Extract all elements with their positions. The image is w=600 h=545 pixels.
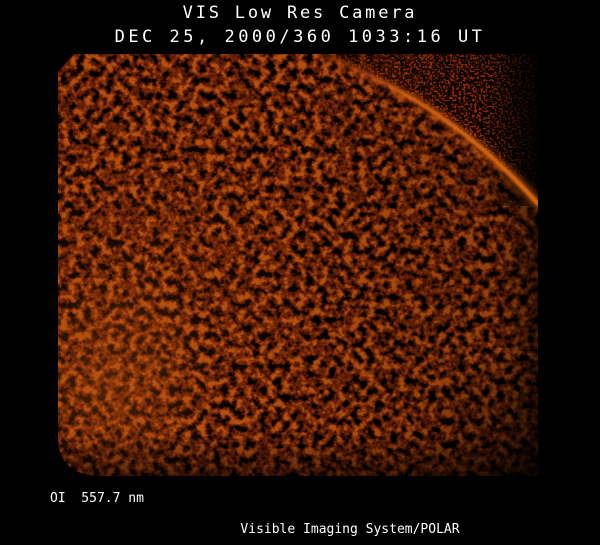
bottom-right-corner-fade — [400, 360, 538, 476]
credit-block: Visible Imaging System/POLAR The Univers… — [220, 491, 480, 545]
wavelength-label: OI 557.7 nm — [50, 491, 144, 506]
credit-line-system: Visible Imaging System/POLAR — [240, 522, 460, 537]
limb-arc-core — [388, 85, 538, 206]
image-timestamp: DEC 25, 2000/360 1033:16 UT — [114, 27, 486, 47]
page-title: VIS Low Res Camera — [182, 3, 418, 23]
